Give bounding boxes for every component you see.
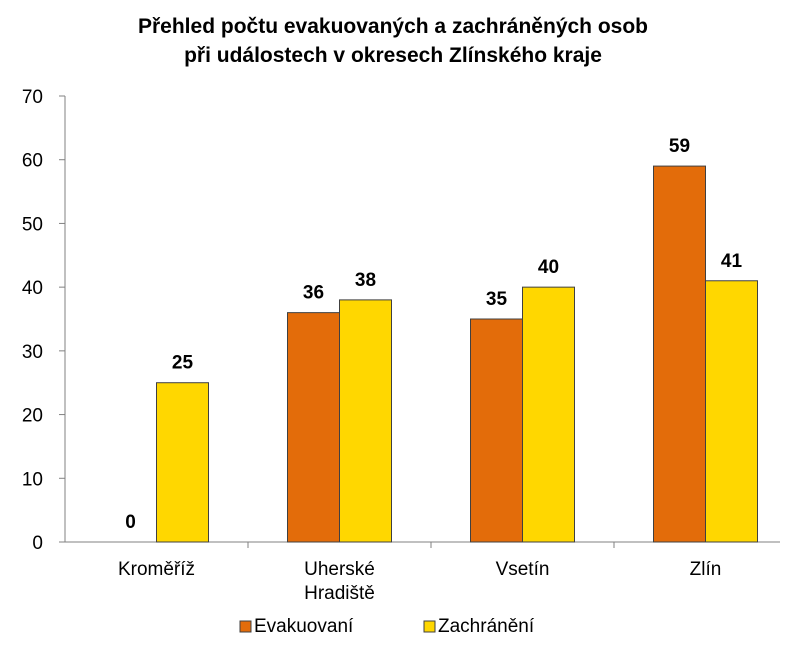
data-label: 0 — [125, 512, 136, 533]
data-label: 59 — [669, 136, 690, 157]
y-tick-label: 50 — [22, 214, 43, 235]
bar — [705, 280, 758, 543]
data-label: 40 — [538, 257, 559, 278]
x-tick-label: Kroměříž — [118, 559, 195, 580]
data-label: 41 — [721, 251, 743, 272]
x-tick-line: Uherské — [304, 559, 375, 580]
bar — [470, 318, 523, 543]
data-label: 25 — [172, 353, 194, 374]
bar — [156, 382, 209, 543]
x-tick-label: Uherské Hradiště — [304, 559, 375, 604]
chart-subtitle: při událostech v okresech Zlínského kraj… — [184, 44, 602, 67]
bar — [339, 299, 392, 543]
legend-swatch — [239, 620, 252, 633]
y-tick-label: 10 — [22, 469, 43, 490]
x-tick-line: Hradiště — [304, 583, 375, 604]
data-label: 36 — [303, 283, 324, 304]
data-label: 35 — [486, 289, 508, 310]
legend-label: Zachránění — [438, 616, 535, 637]
x-tick-label: Vsetín — [496, 559, 550, 580]
y-tick-label: 40 — [22, 278, 43, 299]
y-tick-label: 20 — [22, 406, 43, 427]
legend-label: Evakuovaní — [254, 616, 354, 637]
y-tick-label: 60 — [22, 151, 43, 172]
y-tick-label: 0 — [32, 533, 43, 554]
legend-swatch — [423, 620, 436, 633]
y-tick-label: 30 — [22, 342, 43, 363]
bar — [522, 286, 575, 543]
data-label: 38 — [355, 270, 376, 291]
bar — [653, 165, 706, 543]
bar — [287, 312, 340, 543]
y-tick-label: 70 — [22, 87, 43, 108]
chart-title: Přehled počtu evakuovaných a zachráněnýc… — [138, 15, 648, 38]
x-tick-label: Zlín — [690, 559, 722, 580]
